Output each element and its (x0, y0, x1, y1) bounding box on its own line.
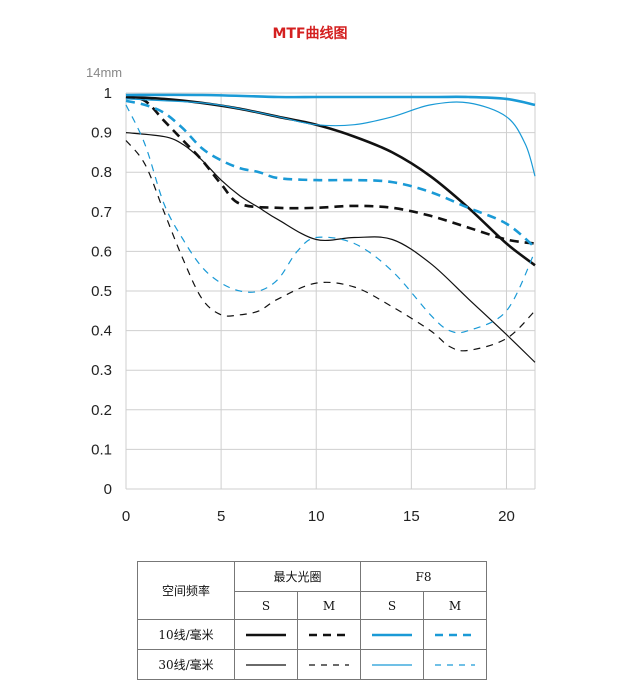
legend-row-header: 空间频率 (137, 561, 235, 620)
y-tick-label: 0.3 (91, 362, 112, 379)
x-tick-label: 0 (122, 508, 130, 525)
chart-subtitle: 14mm (86, 65, 122, 80)
legend-swatch (360, 649, 424, 680)
legend-swatch-max-10-m (309, 633, 349, 636)
y-tick-label: 0.9 (91, 125, 112, 142)
series-max-10-m-line (125, 95, 536, 245)
x-tick-label: 20 (498, 508, 515, 525)
y-tick-label: 0.1 (91, 441, 112, 458)
y-tick-label: 1 (104, 85, 112, 102)
legend-row-10: 10线/毫米 (137, 619, 235, 650)
legend-col-m: M (297, 591, 361, 620)
series-f8-30-m-line (125, 104, 536, 334)
legend-col-m: M (423, 591, 487, 620)
legend-table: 空间频率 最大光圈 F8 S M S M 10线/毫米 30线/毫米 (137, 561, 487, 680)
legend-swatch (360, 619, 424, 650)
legend-swatch-f8-30-m (435, 663, 475, 666)
y-tick-label: 0 (104, 481, 112, 498)
y-tick-label: 0.2 (91, 402, 112, 419)
mtf-chart: MTF曲线图 14mm 0 5 10 15 2000.10.20.30.40.50.60… (86, 25, 536, 525)
chart-title: MTF曲线图 (272, 25, 347, 42)
legend-swatch-f8-10-s (372, 633, 412, 636)
legend-swatch-f8-10-m (435, 633, 475, 636)
y-tick-label: 0.6 (91, 243, 112, 260)
legend-swatch (423, 619, 487, 650)
legend-swatch-max-30-s (246, 663, 286, 666)
y-tick-label: 0.5 (91, 283, 112, 300)
y-tick-label: 0.7 (91, 204, 112, 221)
legend-swatch (297, 649, 361, 680)
legend-swatch (297, 619, 361, 650)
series-f8-30-s-line (125, 98, 536, 177)
y-tick-label: 0.4 (91, 323, 112, 340)
series-f8-10-m-line (125, 99, 536, 249)
series-layer (125, 93, 536, 363)
legend-aperture-f8: F8 (360, 561, 487, 592)
x-tick-label: 5 (217, 508, 225, 525)
legend-swatch-max-30-m (309, 663, 349, 666)
legend-swatch-max-10-s (246, 633, 286, 636)
grid (125, 92, 536, 490)
legend-col-s: S (360, 591, 424, 620)
x-tick-label: 10 (308, 508, 325, 525)
legend-swatch (423, 649, 487, 680)
legend-row-30: 30线/毫米 (137, 649, 235, 680)
legend-aperture-max: 最大光圈 (234, 561, 361, 592)
tick-labels: 0 5 10 15 20 0 0.1 0.2 0.3 0.4 0.5 0.6 0.7 0.8 0.9 1 (91, 85, 515, 525)
legend-swatch-f8-30-s (372, 663, 412, 666)
series-f8-10-s-line (125, 93, 536, 107)
legend-swatch (234, 619, 298, 650)
series-max-30-m-line (125, 140, 536, 352)
y-tick-label: 0.8 (91, 164, 112, 181)
legend-col-s: S (234, 591, 298, 620)
series-max-30-s-line (125, 132, 536, 363)
x-tick-label: 15 (403, 508, 420, 525)
legend-swatch (234, 649, 298, 680)
